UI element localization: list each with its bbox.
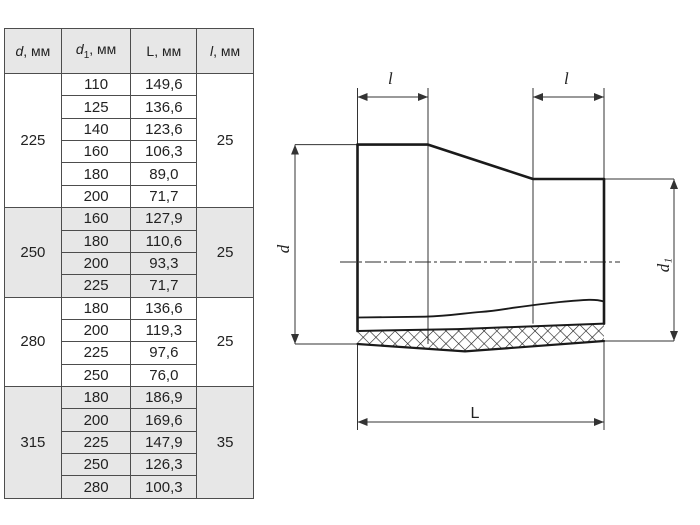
svg-text:l: l [388, 69, 393, 88]
svg-text:d: d [274, 244, 293, 253]
svg-text:L: L [471, 405, 480, 422]
svg-text:l: l [564, 69, 569, 88]
svg-text:d1: d1 [654, 258, 675, 273]
